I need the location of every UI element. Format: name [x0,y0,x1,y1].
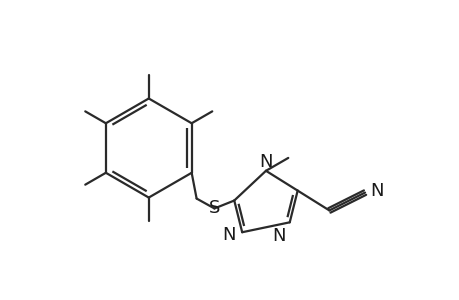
Text: N: N [369,182,383,200]
Text: N: N [222,226,236,244]
Text: N: N [272,227,285,245]
Text: N: N [259,153,272,171]
Text: S: S [208,200,220,217]
